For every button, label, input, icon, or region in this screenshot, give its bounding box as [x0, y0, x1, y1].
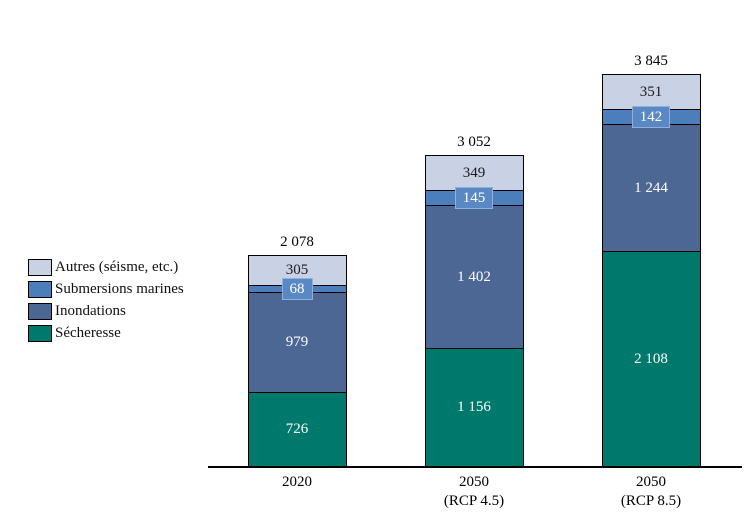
legend-swatch-inondations [28, 303, 52, 320]
legend-label: Sécheresse [55, 325, 121, 341]
legend-swatch-secheresse [28, 325, 52, 342]
segment-value-label: 726 [285, 421, 309, 437]
legend-item-submersions: Submersions marines [28, 281, 184, 298]
bar-2050-rcp8.5: 351 142 1 244 2 108 [601, 74, 701, 467]
legend-item-secheresse: Sécheresse [28, 325, 184, 342]
x-axis-label: 2050 (RCP 4.5) [443, 474, 505, 509]
bar-2050-rcp4.5: 349 145 1 402 1 156 [424, 155, 524, 467]
legend-swatch-autres [28, 259, 52, 276]
bar-total-label: 2 078 [280, 234, 314, 250]
segment-value-label: 979 [285, 334, 309, 350]
legend-label: Submersions marines [55, 281, 184, 297]
legend-label: Inondations [55, 303, 126, 319]
legend-item-inondations: Inondations [28, 303, 184, 320]
bar-2020: 305 68 979 726 [247, 255, 347, 467]
bar-segment-autres: 351 [601, 74, 701, 110]
bar-total-label: 3 845 [634, 53, 668, 69]
chart-legend: Autres (séisme, etc.) Submersions marine… [28, 259, 184, 347]
bar-segment-inondations: 1 402 [424, 206, 524, 349]
bar-segment-secheresse: 2 108 [601, 252, 701, 467]
segment-value-label: 1 244 [634, 179, 668, 196]
bar-total-label: 3 052 [457, 134, 491, 150]
segment-value-label: 349 [462, 164, 486, 181]
bar-segment-submersions: 68 [247, 278, 347, 300]
segment-value-label: 142 [631, 106, 671, 128]
bar-segment-inondations: 979 [247, 293, 347, 393]
legend-swatch-submersions [28, 281, 52, 298]
legend-item-autres: Autres (séisme, etc.) [28, 259, 184, 276]
x-axis-label: 2050 (RCP 8.5) [620, 474, 682, 509]
segment-value-label: 145 [454, 187, 494, 209]
bar-segment-inondations: 1 244 [601, 125, 701, 252]
x-axis-label: 2020 [282, 474, 312, 490]
segment-value-label: 351 [639, 83, 663, 100]
bar-segment-submersions: 142 [601, 106, 701, 128]
segment-value-label: 2 108 [634, 350, 668, 367]
bar-segment-secheresse: 726 [247, 393, 347, 467]
x-axis-line [208, 466, 742, 468]
segment-value-label: 1 402 [457, 268, 491, 285]
bar-segment-submersions: 145 [424, 187, 524, 209]
bar-segment-secheresse: 1 156 [424, 349, 524, 467]
segment-value-label: 1 156 [457, 399, 491, 415]
segment-value-label: 305 [285, 262, 309, 278]
legend-label: Autres (séisme, etc.) [55, 259, 179, 275]
bar-segment-autres: 349 [424, 155, 524, 191]
segment-value-label: 68 [281, 278, 313, 300]
